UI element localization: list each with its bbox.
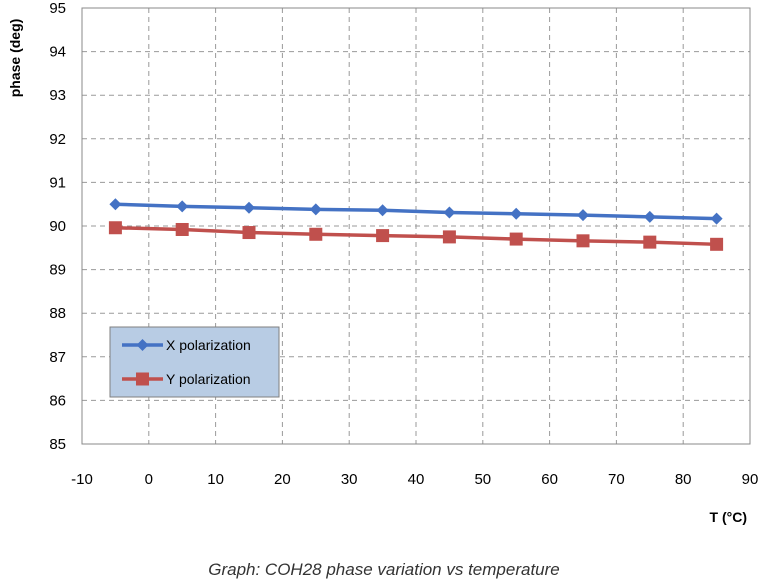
y-axis-title: phase (deg) [7, 19, 23, 98]
x-tick-label: -10 [71, 471, 93, 488]
legend-label: Y polarization [166, 371, 251, 387]
data-point-marker [442, 230, 456, 244]
x-tick-label: 50 [474, 471, 491, 488]
data-point-marker [309, 203, 322, 216]
x-axis-title: T (°C) [710, 509, 747, 525]
series-2 [108, 221, 724, 251]
series-group [108, 198, 724, 251]
data-point-marker [376, 204, 389, 217]
y-tick-label: 94 [49, 44, 66, 61]
y-tick-label: 90 [49, 218, 66, 235]
y-tick-label: 93 [49, 87, 66, 104]
x-tick-label: 60 [541, 471, 558, 488]
x-tick-labels: -10 0 10 20 30 40 50 60 70 80 90 [71, 471, 758, 488]
data-point-marker [242, 226, 256, 240]
x-tick-label: 0 [145, 471, 153, 488]
x-tick-label: 20 [274, 471, 291, 488]
data-point-marker [576, 234, 590, 248]
data-point-marker [643, 235, 657, 249]
y-tick-label: 87 [49, 349, 66, 366]
data-point-marker [309, 227, 323, 241]
legend-label: X polarization [166, 337, 251, 353]
data-point-marker [509, 232, 523, 246]
x-tick-label: 70 [608, 471, 625, 488]
data-point-marker [510, 207, 523, 220]
data-point-marker [643, 210, 656, 223]
y-tick-label: 89 [49, 262, 66, 279]
data-point-marker [577, 209, 589, 222]
x-tick-label: 90 [742, 471, 759, 488]
data-point-marker [176, 200, 189, 213]
y-tick-labels: 85 86 87 88 89 90 91 92 93 94 95 [49, 0, 66, 453]
x-tick-label: 30 [341, 471, 358, 488]
data-point-marker [710, 237, 724, 251]
x-tick-label: 80 [675, 471, 692, 488]
series-1 [109, 198, 723, 225]
y-tick-label: 92 [49, 131, 66, 148]
data-point-marker [108, 221, 122, 235]
legend: X polarization Y polarization [109, 326, 280, 398]
data-point-marker [109, 198, 122, 211]
data-point-marker [376, 229, 390, 243]
y-tick-label: 91 [49, 174, 66, 191]
plot-area-border [81, 7, 751, 445]
data-point-marker [175, 222, 189, 236]
series-line [115, 202, 717, 221]
data-point-marker [710, 212, 723, 225]
x-tick-label: 40 [408, 471, 425, 488]
plot-frame [81, 7, 751, 445]
y-tick-label: 86 [49, 392, 66, 409]
legend-marker [136, 339, 149, 351]
figure-caption: Graph: COH28 phase variation vs temperat… [208, 560, 560, 579]
series-line [115, 225, 717, 247]
y-tick-label: 85 [49, 436, 66, 453]
legend-marker [136, 372, 149, 386]
y-tick-label: 95 [49, 0, 66, 17]
x-tick-label: 10 [207, 471, 224, 488]
data-point-marker [243, 201, 255, 214]
y-tick-label: 88 [49, 305, 66, 322]
data-point-marker [443, 206, 456, 219]
